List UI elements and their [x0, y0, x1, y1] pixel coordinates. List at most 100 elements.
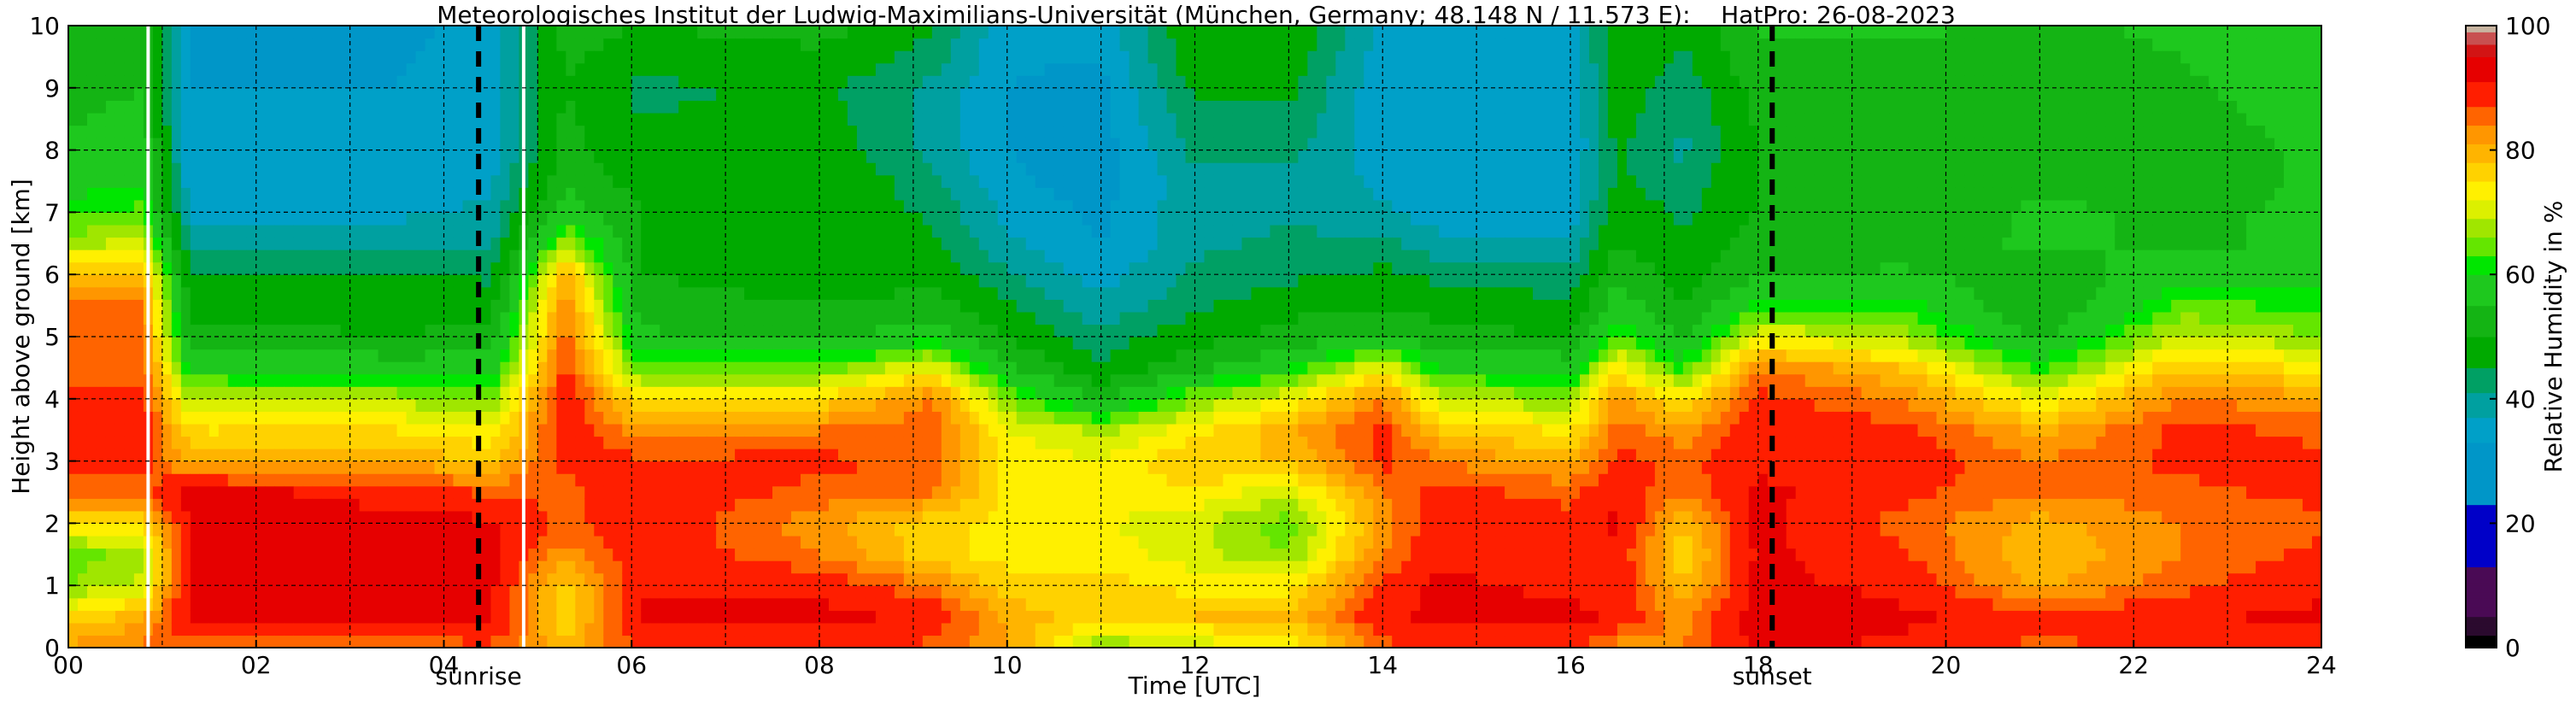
heatmap-cell: [500, 125, 511, 138]
heatmap-cell: [772, 125, 783, 138]
heatmap-cell: [697, 398, 707, 412]
heatmap-cell: [415, 199, 426, 213]
heatmap-cell: [819, 473, 830, 487]
heatmap-cell: [255, 138, 267, 151]
heatmap-cell: [152, 299, 163, 313]
heatmap-cell: [114, 299, 126, 313]
heatmap-cell: [650, 349, 660, 362]
heatmap-cell: [246, 473, 257, 487]
heatmap-cell: [472, 373, 483, 387]
heatmap-cell: [349, 199, 361, 213]
heatmap-cell: [941, 461, 952, 474]
heatmap-cell: [255, 635, 267, 648]
heatmap-cell: [133, 597, 144, 611]
heatmap-cell: [481, 585, 492, 599]
heatmap-cell: [594, 212, 604, 226]
heatmap-cell: [246, 199, 257, 213]
heatmap-cell: [274, 523, 285, 537]
heatmap-cell: [950, 100, 961, 114]
heatmap-cell: [744, 26, 754, 39]
heatmap-cell: [735, 597, 745, 611]
heatmap-cell: [584, 38, 595, 51]
heatmap-cell: [171, 398, 182, 412]
heatmap-cell: [716, 174, 726, 188]
heatmap-cell: [969, 373, 980, 387]
heatmap-cell: [922, 535, 933, 549]
heatmap-cell: [434, 510, 445, 524]
heatmap-cell: [884, 560, 895, 574]
heatmap-cell: [237, 597, 248, 611]
heatmap-cell: [697, 337, 707, 350]
heatmap-cell: [801, 187, 811, 201]
heatmap-cell: [660, 498, 670, 512]
heatmap-cell: [969, 548, 980, 561]
heatmap-cell: [190, 162, 201, 176]
heatmap-cell: [321, 125, 332, 138]
heatmap-cell: [959, 622, 971, 637]
heatmap-cell: [312, 560, 323, 574]
heatmap-cell: [77, 610, 88, 624]
heatmap-cell: [124, 125, 135, 138]
heatmap-cell: [434, 299, 445, 313]
heatmap-cell: [959, 349, 971, 362]
heatmap-cell: [528, 523, 538, 537]
heatmap-cell: [969, 386, 980, 400]
heatmap-cell: [312, 138, 323, 151]
heatmap-cell: [950, 635, 961, 648]
heatmap-cell: [697, 597, 707, 611]
heatmap-cell: [293, 224, 304, 238]
heatmap-cell: [866, 237, 877, 250]
heatmap-cell: [650, 361, 660, 375]
heatmap-cell: [133, 150, 144, 163]
heatmap-cell: [754, 26, 764, 39]
heatmap-cell: [988, 87, 999, 101]
heatmap-cell: [594, 261, 604, 275]
heatmap-cell: [707, 224, 717, 238]
heatmap-cell: [368, 411, 379, 425]
heatmap-cell: [997, 510, 1008, 524]
heatmap-cell: [415, 498, 426, 512]
heatmap-cell: [114, 485, 126, 499]
heatmap-cell: [922, 498, 933, 512]
heatmap-cell: [697, 485, 707, 499]
heatmap-cell: [791, 523, 801, 537]
heatmap-cell: [302, 485, 314, 499]
heatmap-cell: [434, 449, 445, 462]
heatmap-cell: [603, 523, 613, 537]
heatmap-cell: [378, 199, 389, 213]
heatmap-cell: [208, 622, 220, 637]
heatmap-cell: [359, 386, 370, 400]
heatmap-cell: [396, 610, 408, 624]
heatmap-cell: [387, 286, 398, 300]
heatmap-cell: [152, 386, 163, 400]
heatmap-cell: [152, 199, 163, 213]
heatmap-cell: [133, 535, 144, 549]
heatmap-cell: [547, 560, 557, 574]
heatmap-cell: [481, 311, 492, 326]
heatmap-cell: [669, 361, 679, 375]
heatmap-cell: [725, 274, 736, 288]
heatmap-cell: [378, 361, 389, 375]
heatmap-cell: [302, 150, 314, 163]
heatmap-cell: [199, 62, 210, 76]
heatmap-cell: [922, 349, 933, 362]
heatmap-cell: [359, 423, 370, 437]
heatmap-cell: [837, 473, 848, 487]
heatmap-cell: [415, 112, 426, 126]
heatmap-cell: [791, 548, 801, 561]
heatmap-cell: [472, 498, 483, 512]
heatmap-cell: [566, 423, 576, 437]
heatmap-cell: [255, 361, 267, 375]
heatmap-cell: [265, 75, 276, 89]
heatmap-cell: [246, 535, 257, 549]
heatmap-cell: [500, 423, 511, 437]
heatmap-cell: [246, 299, 257, 313]
heatmap-cell: [349, 635, 361, 648]
heatmap-cell: [190, 112, 201, 126]
heatmap-cell: [856, 349, 867, 362]
heatmap-cell: [866, 100, 877, 114]
heatmap-cell: [566, 138, 576, 151]
heatmap-cell: [763, 87, 773, 101]
heatmap-cell: [772, 100, 783, 114]
heatmap-cell: [359, 411, 370, 425]
